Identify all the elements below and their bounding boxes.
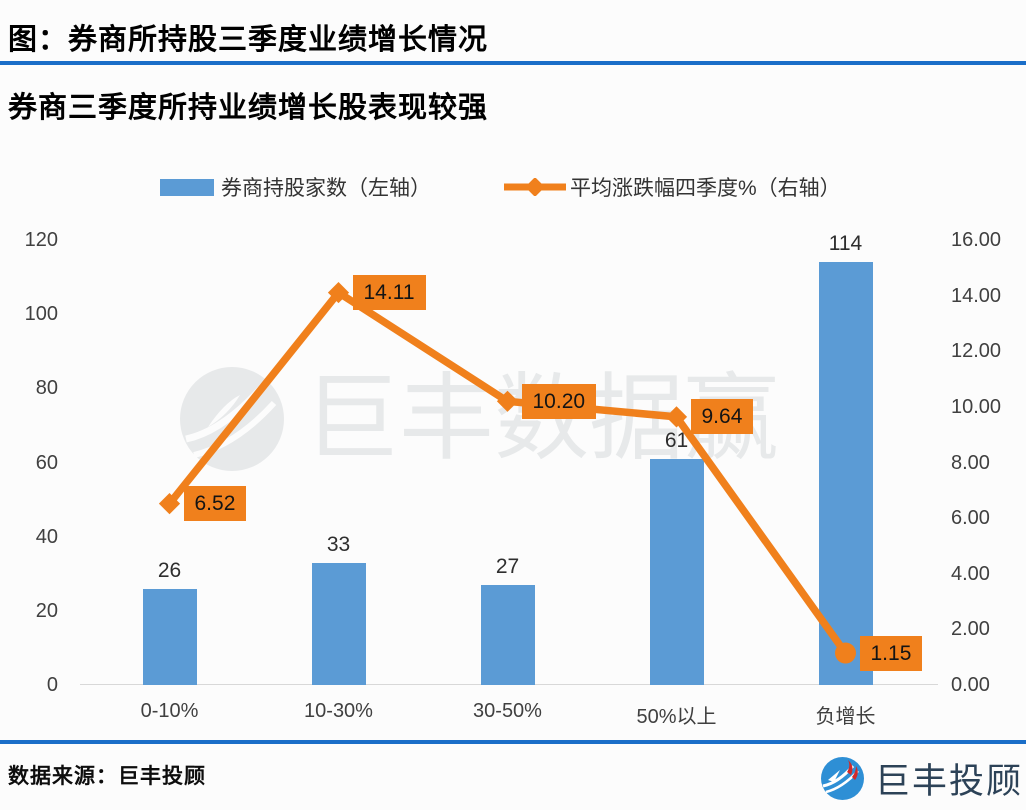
line-value-label: 14.11	[352, 275, 426, 311]
right-axis-tick: 16.00	[951, 229, 1002, 251]
line-value-label: 6.52	[183, 486, 247, 522]
watermark: 巨丰数据赢	[178, 364, 779, 474]
left-axis-tick: 100	[24, 303, 58, 326]
bar-30-50%	[480, 584, 535, 685]
brand-logo-text: 巨丰投顾	[875, 762, 1024, 801]
x-axis-category: 10-30%	[304, 700, 373, 722]
data-source: 数据来源：巨丰投顾	[8, 765, 206, 788]
left-axis-tick: 0	[46, 674, 58, 696]
chart-subtitle: 券商三季度所持业绩增长股表现较强	[8, 92, 489, 124]
bar-value-label: 26	[157, 558, 182, 582]
left-axis-tick: 80	[35, 377, 58, 400]
bar-负增长	[818, 262, 873, 685]
line-value-label: 9.64	[690, 399, 754, 435]
watermark-logo-icon	[180, 367, 284, 471]
title-divider	[0, 61, 1026, 65]
bar-0-10%	[142, 588, 197, 685]
x-axis-category: 50%以上	[636, 706, 717, 728]
line-value-label: 1.15	[859, 635, 923, 671]
bar-legend-label: 券商持股家数（左轴）	[221, 177, 431, 200]
left-axis-tick: 20	[35, 599, 58, 622]
line-value-label: 10.20	[521, 383, 597, 419]
bar-10-30%	[311, 562, 366, 685]
bar-value-label: 27	[495, 554, 520, 578]
line-legend-label: 平均涨跌幅四季度%（右轴）	[570, 177, 841, 200]
right-axis-tick: 8.00	[951, 451, 990, 474]
right-axis-tick: 14.00	[951, 284, 1002, 307]
line-legend-marker-icon	[504, 178, 566, 196]
diamond-marker	[158, 493, 181, 515]
right-axis-tick: 10.00	[951, 395, 1002, 418]
right-axis-tick: 0.00	[951, 674, 990, 696]
right-axis-tick: 4.00	[951, 562, 990, 585]
x-axis-category: 负增长	[815, 706, 876, 728]
right-axis-tick: 2.00	[951, 618, 990, 641]
left-axis-tick: 60	[35, 451, 58, 474]
x-axis-category: 30-50%	[473, 700, 542, 722]
x-axis-category: 0-10%	[140, 700, 199, 722]
bar-value-label: 33	[326, 532, 351, 556]
right-axis-tick: 6.00	[951, 507, 990, 530]
right-axis-tick: 12.00	[951, 340, 1002, 363]
bar-legend-swatch	[160, 179, 214, 196]
footer-divider	[0, 740, 1026, 744]
bar-50%以上	[649, 458, 704, 685]
brand-logo-icon	[821, 757, 864, 800]
left-axis-tick: 120	[24, 229, 58, 251]
left-axis-tick: 40	[35, 525, 58, 548]
brand-logo: 巨丰投顾	[820, 753, 1023, 804]
page-title: 图：券商所持股三季度业绩增长情况	[8, 24, 489, 56]
bar-value-label: 114	[828, 232, 863, 256]
diamond-marker	[327, 281, 350, 304]
